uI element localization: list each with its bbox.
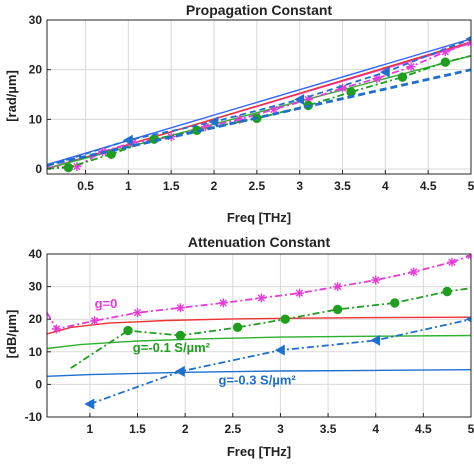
y-tick-label: 10 xyxy=(29,112,43,126)
y-axis-label: [rad/µm] xyxy=(4,70,19,122)
x-tick-label: 3 xyxy=(296,179,303,193)
x-tick-label: 4.5 xyxy=(415,422,432,436)
x-tick-label: 2.5 xyxy=(224,422,241,436)
y-tick-label: 20 xyxy=(29,312,43,326)
data-point xyxy=(371,275,381,285)
data-point xyxy=(232,322,243,333)
data-point xyxy=(280,314,290,324)
x-tick-label: 3.5 xyxy=(334,179,351,193)
data-point xyxy=(294,288,304,298)
x-tick-label: 2 xyxy=(211,179,218,193)
series-line xyxy=(47,316,471,335)
data-point xyxy=(63,162,74,173)
series-group xyxy=(47,35,471,173)
data-point xyxy=(175,303,185,313)
data-point xyxy=(208,116,219,128)
y-tick-label: 30 xyxy=(29,280,43,294)
series-annotation: g=-0.1 S/µm² xyxy=(133,340,211,355)
attenuation-constant-panel: Attenuation Constant Freq [THz] [dB/µm] … xyxy=(4,234,474,459)
data-point xyxy=(440,57,451,67)
x-axis-label: Freq [THz] xyxy=(227,444,291,459)
y-tick-label: 0 xyxy=(35,377,42,391)
x-tick-label: 0.5 xyxy=(77,179,94,193)
series-group xyxy=(47,254,471,410)
data-point xyxy=(379,66,390,78)
data-point xyxy=(465,316,471,323)
data-point xyxy=(175,330,186,341)
x-tick-label: 4.5 xyxy=(420,179,437,193)
data-point xyxy=(409,267,419,277)
x-tick-label: 1.5 xyxy=(163,179,180,193)
x-tick-label: 1 xyxy=(87,422,94,436)
data-point xyxy=(332,304,343,315)
data-point xyxy=(174,365,185,377)
data-point xyxy=(52,324,62,334)
x-tick-label: 3.5 xyxy=(320,422,337,436)
y-tick-label: 20 xyxy=(29,63,43,77)
data-point xyxy=(133,308,143,318)
chart-title: Propagation Constant xyxy=(186,2,333,18)
axes-frame xyxy=(46,253,472,418)
x-tick-label: 5 xyxy=(468,422,474,436)
series-annotation: g=-0.3 S/µm² xyxy=(219,372,297,387)
x-tick-label: 1 xyxy=(125,179,132,193)
series-line xyxy=(47,68,471,167)
data-point xyxy=(370,334,381,346)
series-line xyxy=(47,369,471,377)
x-tick-label: 1.5 xyxy=(129,422,146,436)
y-tick-label: 40 xyxy=(29,247,43,261)
y-tick-label: 30 xyxy=(29,13,43,27)
plot-area xyxy=(46,253,472,418)
data-point xyxy=(123,325,133,336)
data-point xyxy=(274,344,285,356)
series-line xyxy=(47,38,471,167)
data-point xyxy=(122,134,133,146)
data-point xyxy=(338,83,348,93)
x-tick-label: 4 xyxy=(372,422,379,436)
y-tick-label: 10 xyxy=(29,345,43,359)
data-point xyxy=(397,72,408,82)
data-point xyxy=(218,298,228,308)
x-tick-label: 2.5 xyxy=(249,179,266,193)
x-tick-label: 5 xyxy=(468,179,474,193)
x-tick-label: 2 xyxy=(182,422,189,436)
propagation-constant-panel: Propagation Constant Freq [THz] [rad/µm]… xyxy=(4,2,474,225)
y-tick-label: 0 xyxy=(35,162,42,176)
axes-frame xyxy=(46,19,472,175)
data-point xyxy=(406,62,416,72)
series-annotation: g=0 xyxy=(95,296,118,311)
data-point xyxy=(84,398,95,410)
data-point xyxy=(390,298,400,308)
x-tick-label: 3 xyxy=(277,422,284,436)
plot-area xyxy=(46,19,472,175)
data-point xyxy=(465,35,471,42)
y-axis-label: [dB/µm] xyxy=(4,310,19,359)
y-tick-label: -10 xyxy=(25,410,43,424)
series-line xyxy=(47,42,471,169)
data-point xyxy=(372,74,382,84)
chart-title: Attenuation Constant xyxy=(188,234,331,250)
series-line xyxy=(47,334,471,350)
data-point xyxy=(294,93,305,105)
data-point xyxy=(466,254,471,261)
x-tick-label: 4 xyxy=(382,179,389,193)
data-point xyxy=(442,286,452,297)
data-point xyxy=(256,293,266,303)
data-point xyxy=(90,316,100,326)
data-point xyxy=(333,282,343,292)
data-point xyxy=(447,257,457,267)
x-axis-label: Freq [THz] xyxy=(227,210,291,225)
